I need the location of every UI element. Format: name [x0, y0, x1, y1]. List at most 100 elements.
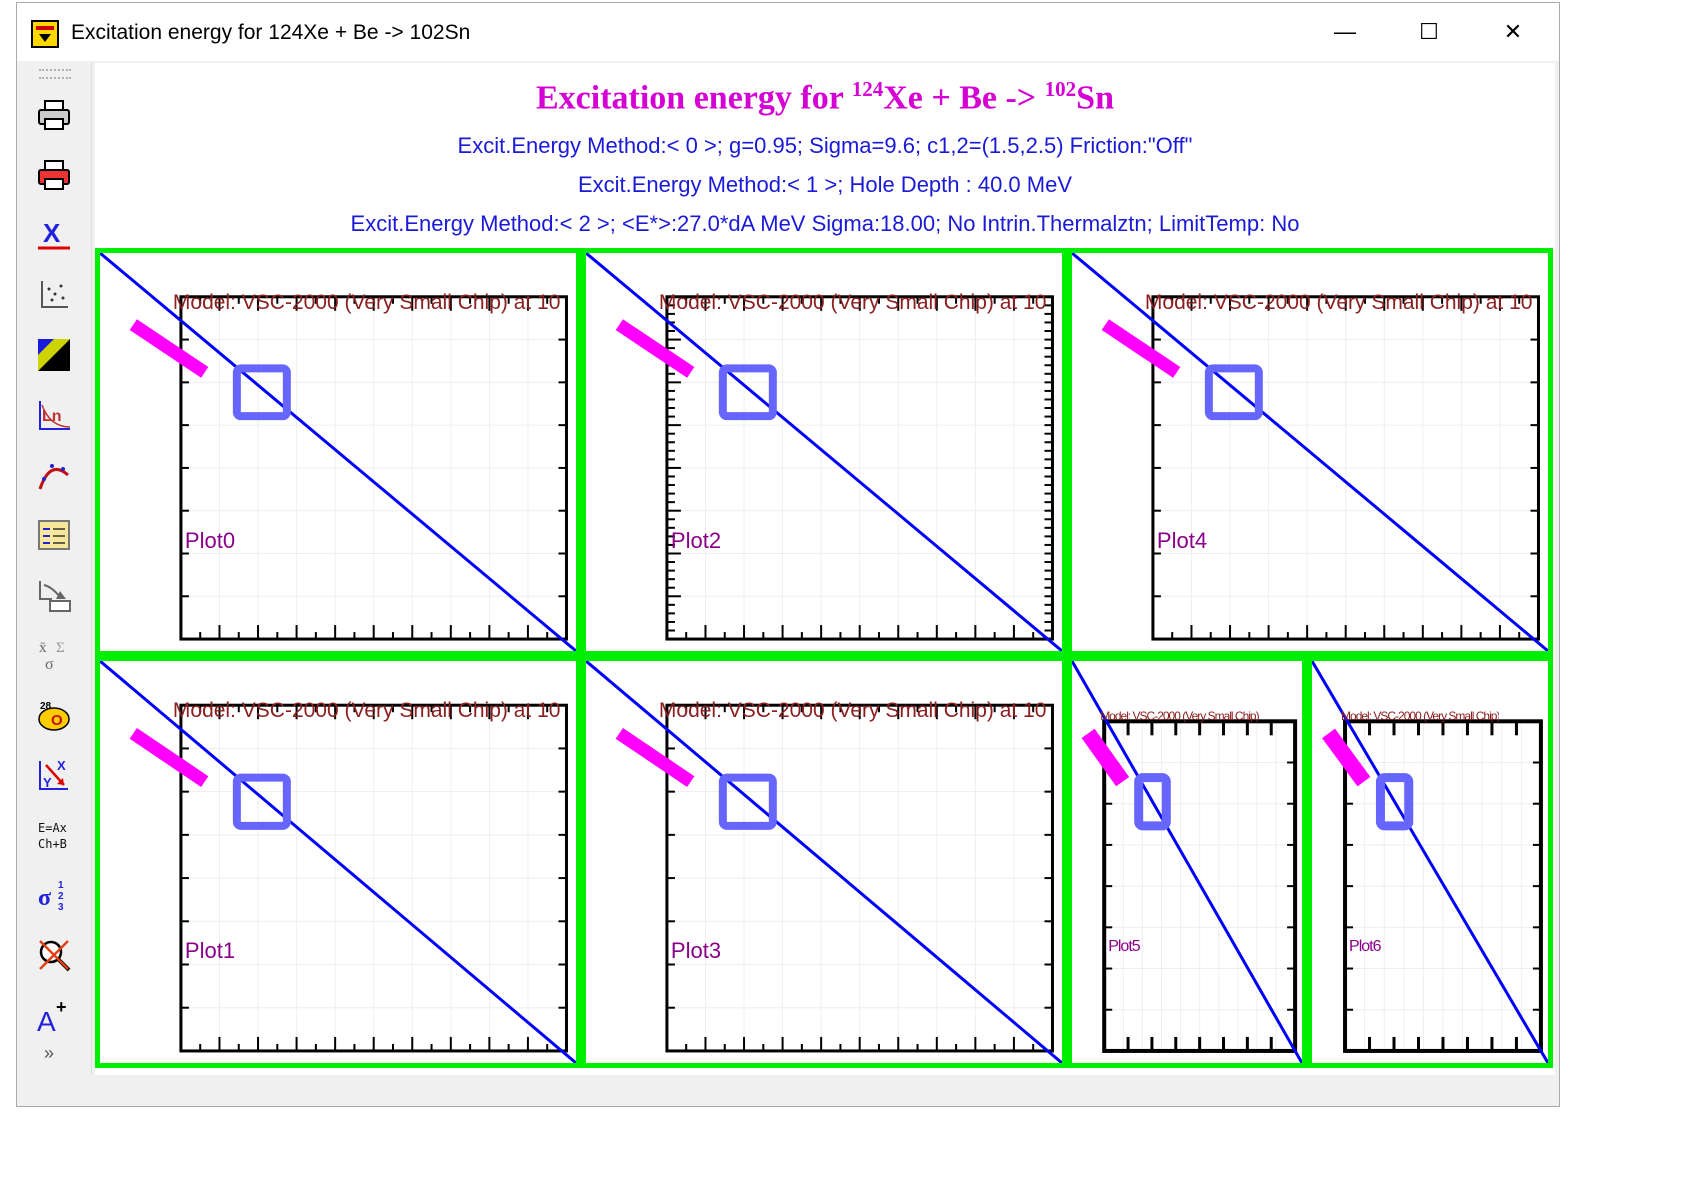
- svg-text:+: +: [56, 997, 67, 1017]
- magenta-marker: [1101, 319, 1181, 378]
- plot-panel[interactable]: Model: VSC-2000 (Very Small Chip) at 10 P…: [581, 248, 1067, 656]
- add-text-icon[interactable]: A +: [34, 995, 74, 1035]
- maximize-button[interactable]: ☐: [1419, 19, 1439, 44]
- svg-text:28: 28: [40, 701, 52, 712]
- svg-text:O: O: [51, 712, 63, 729]
- model-caption: Model: VSC-2000 (Very Small Chip) at 10: [658, 290, 1047, 314]
- plot-svg: [1072, 661, 1302, 1063]
- title-mass-1: 124: [851, 77, 884, 101]
- toolbar-overflow-chevron-icon[interactable]: »: [44, 1043, 55, 1063]
- plot-label: Plot4: [1156, 527, 1208, 553]
- title-bar[interactable]: Excitation energy for 124Xe + Be -> 102S…: [17, 3, 1559, 61]
- plot-panel[interactable]: Model: VSC-2000 (Very Small Chip) Plot5: [1067, 656, 1307, 1068]
- svg-text:x̄: x̄: [39, 640, 47, 656]
- plot-label: Plot5: [1108, 938, 1140, 956]
- color-printer-icon[interactable]: [34, 155, 74, 195]
- printer-icon[interactable]: [34, 95, 74, 135]
- diagonal-line: [586, 661, 1062, 1063]
- plot-label: Plot2: [670, 527, 722, 553]
- plot-label: Plot0: [184, 527, 236, 553]
- formula-icon[interactable]: E=Ax Ch+B: [34, 815, 74, 855]
- svg-text:E=Ax: E=Ax: [38, 821, 67, 835]
- plot-svg: [586, 661, 1062, 1063]
- legend-icon[interactable]: [34, 515, 74, 555]
- magenta-marker: [129, 727, 209, 787]
- plot-label: Plot6: [1349, 938, 1381, 956]
- plot-svg: [586, 253, 1062, 651]
- main-window: Excitation energy for 124Xe + Be -> 102S…: [16, 2, 1560, 1107]
- curve-fit-icon[interactable]: [34, 455, 74, 495]
- diagonal-line: [100, 253, 576, 651]
- model-caption: Model: VSC-2000 (Very Small Chip) at 10: [172, 290, 561, 314]
- status-bar: [17, 1076, 1559, 1106]
- plot-panel[interactable]: Model: VSC-2000 (Very Small Chip) at 10 P…: [581, 656, 1067, 1068]
- log-scale-icon[interactable]: Ln: [34, 395, 74, 435]
- box-marker: [1204, 364, 1263, 421]
- app-icon: [31, 20, 59, 48]
- box-marker: [718, 364, 777, 421]
- box-marker: [232, 773, 291, 830]
- magenta-marker: [1081, 728, 1130, 787]
- plot-label: Plot3: [670, 938, 722, 964]
- diagonal-line: [586, 253, 1062, 651]
- svg-text:3: 3: [58, 902, 64, 913]
- method-2-line: Excit.Energy Method:< 2 >; <E*>:27.0*dA …: [350, 211, 1300, 236]
- svg-text:X: X: [57, 758, 66, 773]
- magenta-marker: [615, 727, 695, 787]
- diagonal-line: [1072, 253, 1548, 651]
- box-marker: [232, 364, 291, 421]
- box-marker: [1375, 773, 1414, 831]
- plot-svg: [100, 661, 576, 1063]
- plot-canvas: Excitation energy for 124Xe + Be -> 102S…: [95, 63, 1555, 1075]
- svg-text:A: A: [37, 1006, 56, 1033]
- window-title: Excitation energy for 124Xe + Be -> 102S…: [71, 21, 471, 44]
- scatter-icon[interactable]: [34, 275, 74, 315]
- title-part-3: Sn: [1076, 79, 1114, 117]
- no-zoom-icon[interactable]: [34, 935, 74, 975]
- x-axis-icon[interactable]: X: [34, 215, 74, 255]
- svg-text:σ: σ: [38, 885, 51, 911]
- title-prefix: Excitation energy for: [535, 79, 852, 117]
- palette-icon[interactable]: [34, 335, 74, 375]
- nucleus-icon[interactable]: 28 O: [34, 695, 74, 735]
- plot-panel[interactable]: Model: VSC-2000 (Very Small Chip) at 10 P…: [1067, 248, 1553, 656]
- method-0-line: Excit.Energy Method:< 0 >; g=0.95; Sigma…: [457, 133, 1193, 158]
- graph-area: Model: VSC-2000 (Very Small Chip) at 10 P…: [95, 248, 1555, 1068]
- page-title: Excitation energy for 124Xe + Be -> 102S…: [95, 77, 1555, 117]
- plot-label: Plot1: [184, 938, 236, 964]
- svg-text:Ch+B: Ch+B: [38, 837, 67, 851]
- model-caption: Model: VSC-2000 (Very Small Chip) at 10: [658, 699, 1047, 723]
- title-part-2: Xe + Be ->: [883, 79, 1045, 117]
- toolbar-grip[interactable]: [39, 69, 71, 79]
- svg-text:2: 2: [58, 891, 64, 902]
- close-button[interactable]: ✕: [1503, 19, 1523, 44]
- svg-text:X: X: [43, 218, 61, 248]
- method-1-line: Excit.Energy Method:< 1 >; Hole Depth : …: [577, 172, 1073, 197]
- diagonal-line: [1072, 661, 1302, 1063]
- minimize-button[interactable]: —: [1334, 19, 1356, 44]
- svg-text:Σ: Σ: [56, 640, 65, 656]
- magenta-marker: [129, 319, 209, 378]
- box-marker: [718, 773, 777, 830]
- box-marker: [1134, 773, 1171, 831]
- plot-panel[interactable]: Model: VSC-2000 (Very Small Chip) at 10 P…: [95, 248, 581, 656]
- model-caption: Model: VSC-2000 (Very Small Chip) at 10: [1144, 290, 1533, 314]
- svg-text:Y: Y: [43, 775, 52, 790]
- plot-panel[interactable]: Model: VSC-2000 (Very Small Chip) at 10 P…: [95, 656, 581, 1068]
- plot-panel[interactable]: Model: VSC-2000 (Very Small Chip) Plot6: [1307, 656, 1553, 1068]
- magenta-marker: [1322, 728, 1371, 787]
- export-icon[interactable]: [34, 575, 74, 615]
- model-caption: Model: VSC-2000 (Very Small Chip): [1341, 709, 1500, 724]
- magenta-marker: [615, 319, 695, 378]
- model-caption: Model: VSC-2000 (Very Small Chip) at 10: [172, 699, 561, 723]
- plot-svg: [100, 253, 576, 651]
- title-mass-2: 102: [1044, 77, 1077, 101]
- diagonal-line: [1312, 661, 1548, 1063]
- svg-text:Ln: Ln: [42, 408, 62, 425]
- diagonal-line: [100, 661, 576, 1063]
- svg-text:σ: σ: [45, 656, 54, 673]
